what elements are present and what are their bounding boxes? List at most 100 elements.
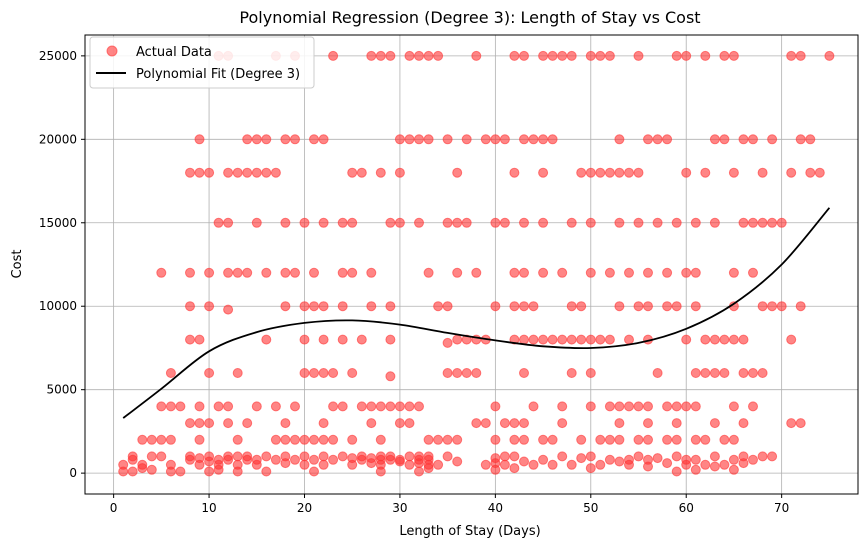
data-point bbox=[633, 167, 644, 178]
data-point bbox=[337, 334, 348, 345]
data-point bbox=[290, 454, 300, 465]
data-point bbox=[213, 401, 224, 412]
data-point bbox=[232, 434, 243, 445]
data-point bbox=[719, 50, 730, 61]
data-point bbox=[786, 334, 797, 345]
data-point bbox=[299, 334, 310, 345]
y-tick-label: 20000 bbox=[39, 132, 77, 146]
data-point bbox=[767, 134, 778, 145]
data-point bbox=[700, 434, 711, 445]
data-point bbox=[318, 451, 329, 462]
data-point bbox=[748, 401, 758, 412]
data-point bbox=[204, 267, 215, 278]
data-point bbox=[309, 454, 319, 465]
data-point bbox=[681, 334, 692, 345]
data-point bbox=[633, 301, 644, 312]
data-point bbox=[433, 50, 444, 61]
y-tick-label: 25000 bbox=[39, 49, 77, 63]
data-point bbox=[519, 334, 529, 345]
data-point bbox=[366, 453, 377, 464]
data-point bbox=[175, 466, 186, 477]
data-point bbox=[375, 401, 386, 412]
data-point bbox=[557, 267, 568, 278]
data-point bbox=[499, 217, 510, 228]
data-point bbox=[795, 301, 806, 312]
data-point bbox=[757, 368, 768, 378]
data-point bbox=[394, 418, 405, 429]
data-point bbox=[194, 401, 205, 412]
polynomial-fit-line bbox=[122, 207, 831, 419]
data-point bbox=[452, 368, 463, 378]
data-point bbox=[232, 368, 243, 378]
data-point bbox=[232, 167, 243, 178]
data-point bbox=[299, 217, 310, 228]
data-point bbox=[719, 459, 730, 470]
data-point bbox=[547, 334, 558, 345]
data-point bbox=[290, 267, 300, 278]
data-point bbox=[309, 368, 319, 378]
data-point bbox=[328, 368, 339, 378]
data-point bbox=[423, 451, 434, 462]
data-point bbox=[690, 434, 701, 445]
data-point bbox=[671, 50, 682, 61]
y-tick-label: 5000 bbox=[46, 383, 77, 397]
data-point bbox=[709, 418, 720, 429]
data-point bbox=[824, 50, 835, 61]
data-point bbox=[242, 451, 253, 462]
data-point bbox=[576, 434, 587, 445]
data-point bbox=[633, 50, 644, 61]
x-tick-label: 70 bbox=[774, 501, 789, 515]
data-point bbox=[700, 459, 711, 470]
data-point bbox=[671, 434, 682, 445]
data-point bbox=[137, 463, 148, 474]
data-point bbox=[700, 167, 711, 178]
data-point bbox=[127, 466, 138, 477]
data-point bbox=[805, 134, 816, 145]
data-point bbox=[204, 466, 215, 477]
data-point bbox=[738, 368, 749, 378]
data-point bbox=[499, 134, 510, 145]
x-tick-label: 50 bbox=[583, 501, 598, 515]
data-point bbox=[624, 267, 634, 278]
data-point bbox=[318, 368, 329, 378]
data-point bbox=[490, 453, 501, 464]
data-point bbox=[662, 301, 673, 312]
y-tick-label: 15000 bbox=[39, 216, 77, 230]
data-point bbox=[709, 134, 720, 145]
data-point bbox=[165, 368, 176, 378]
data-point bbox=[251, 454, 262, 465]
data-point bbox=[204, 456, 215, 467]
data-point bbox=[538, 134, 549, 145]
data-point bbox=[519, 50, 529, 61]
data-point bbox=[452, 217, 463, 228]
data-point bbox=[652, 134, 663, 145]
y-axis-label: Cost bbox=[10, 250, 25, 279]
data-point bbox=[671, 301, 682, 312]
data-point bbox=[700, 50, 711, 61]
data-point bbox=[385, 334, 396, 345]
data-point bbox=[385, 371, 396, 382]
data-point bbox=[624, 334, 634, 345]
data-point bbox=[719, 334, 730, 345]
plot-frame bbox=[84, 34, 859, 495]
data-point bbox=[509, 463, 520, 474]
data-point bbox=[633, 401, 644, 412]
data-point bbox=[146, 451, 157, 462]
data-point bbox=[499, 418, 510, 429]
data-point bbox=[404, 134, 415, 145]
data-point bbox=[604, 401, 615, 412]
data-point bbox=[585, 217, 596, 228]
data-point bbox=[318, 217, 329, 228]
data-point bbox=[576, 301, 587, 312]
data-point bbox=[719, 434, 730, 445]
data-point bbox=[223, 401, 234, 412]
data-point bbox=[414, 134, 424, 145]
data-point bbox=[728, 464, 739, 475]
data-point bbox=[356, 334, 367, 345]
data-point bbox=[719, 368, 730, 378]
data-point bbox=[471, 368, 482, 378]
data-point bbox=[690, 401, 701, 412]
data-point bbox=[557, 50, 568, 61]
data-point bbox=[480, 418, 491, 429]
data-point bbox=[652, 453, 663, 464]
